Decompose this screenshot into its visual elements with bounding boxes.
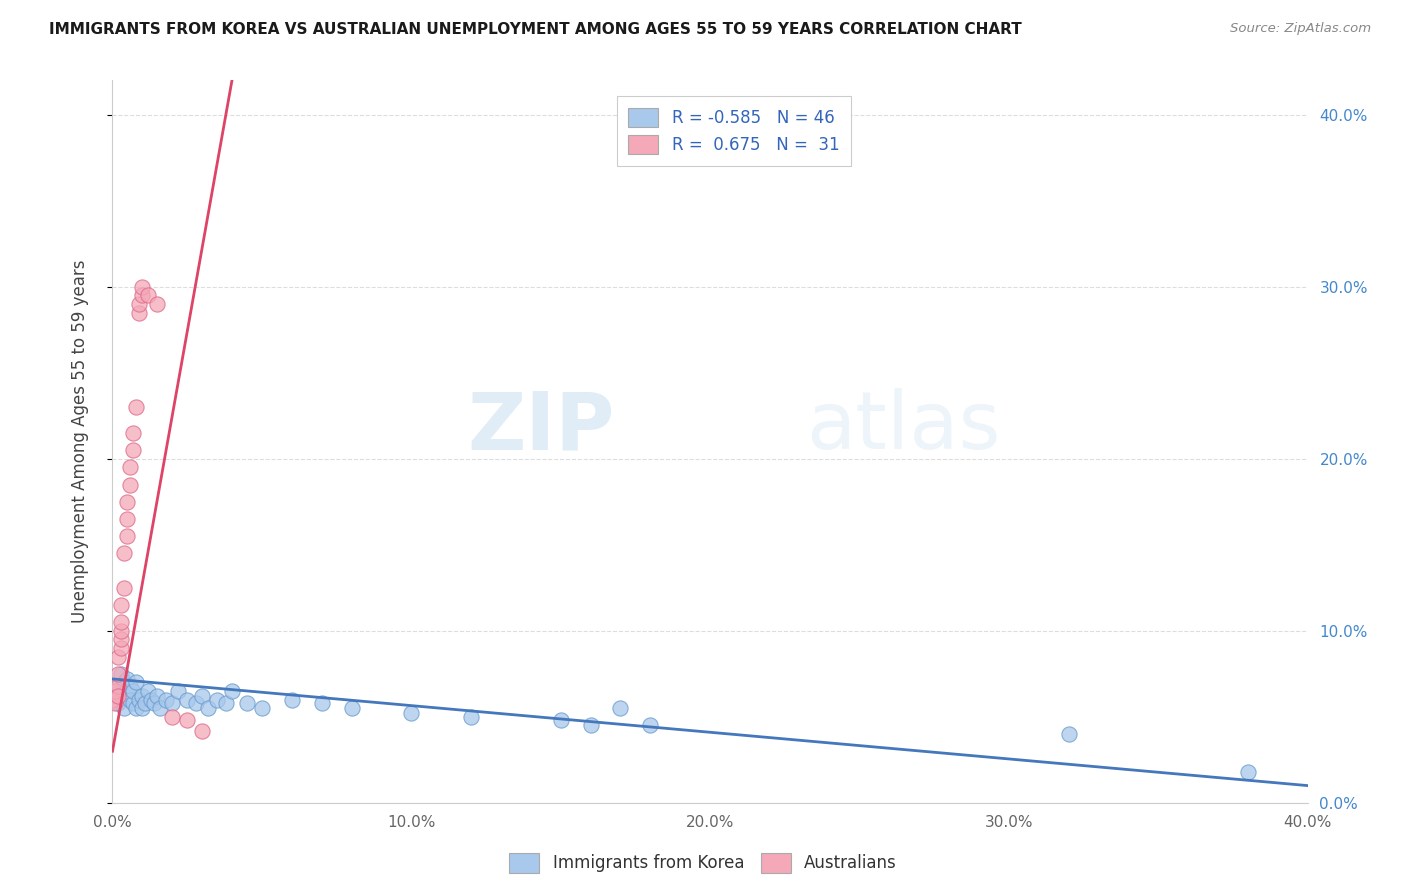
Point bbox=[128, 305, 150, 319]
Point bbox=[1057, 727, 1080, 741]
Point bbox=[460, 710, 482, 724]
Point bbox=[1237, 764, 1260, 779]
Point bbox=[128, 297, 150, 311]
Point bbox=[104, 696, 127, 710]
Point bbox=[281, 692, 304, 706]
Point bbox=[125, 701, 148, 715]
Point bbox=[131, 288, 153, 302]
Point bbox=[122, 443, 145, 458]
Point bbox=[609, 701, 631, 715]
Y-axis label: Unemployment Among Ages 55 to 59 years: Unemployment Among Ages 55 to 59 years bbox=[70, 260, 89, 624]
Point bbox=[579, 718, 602, 732]
Point bbox=[122, 425, 145, 440]
Point bbox=[122, 696, 145, 710]
Text: ZIP: ZIP bbox=[467, 388, 614, 467]
Point bbox=[176, 692, 198, 706]
Point bbox=[114, 675, 135, 690]
Point bbox=[311, 696, 333, 710]
Point bbox=[146, 689, 169, 703]
Point bbox=[191, 689, 214, 703]
Point bbox=[131, 279, 153, 293]
Point bbox=[120, 477, 142, 491]
Point bbox=[117, 494, 139, 508]
Legend: R = -0.585   N = 46, R =  0.675   N =  31: R = -0.585 N = 46, R = 0.675 N = 31 bbox=[617, 95, 851, 166]
Point bbox=[134, 696, 156, 710]
Point bbox=[250, 701, 273, 715]
Point bbox=[117, 672, 139, 686]
Point bbox=[107, 679, 129, 693]
Point bbox=[125, 400, 148, 414]
Point bbox=[215, 696, 238, 710]
Point bbox=[550, 713, 572, 727]
Point bbox=[117, 529, 139, 543]
Text: Source: ZipAtlas.com: Source: ZipAtlas.com bbox=[1230, 22, 1371, 36]
Point bbox=[110, 624, 132, 638]
Text: atlas: atlas bbox=[806, 388, 1000, 467]
Point bbox=[117, 684, 139, 698]
Point bbox=[107, 689, 129, 703]
Point bbox=[114, 581, 135, 595]
Point bbox=[114, 546, 135, 560]
Point bbox=[197, 701, 219, 715]
Point bbox=[101, 692, 124, 706]
Point bbox=[221, 684, 243, 698]
Point bbox=[162, 710, 183, 724]
Point bbox=[107, 649, 129, 664]
Point bbox=[120, 692, 142, 706]
Point bbox=[131, 701, 153, 715]
Point bbox=[162, 696, 183, 710]
Point bbox=[110, 615, 132, 630]
Point bbox=[131, 689, 153, 703]
Point bbox=[107, 666, 129, 681]
Point bbox=[205, 692, 228, 706]
Point bbox=[114, 701, 135, 715]
Point bbox=[401, 706, 423, 721]
Legend: Immigrants from Korea, Australians: Immigrants from Korea, Australians bbox=[502, 847, 904, 880]
Point bbox=[122, 684, 145, 698]
Point bbox=[117, 512, 139, 526]
Point bbox=[176, 713, 198, 727]
Point bbox=[141, 692, 163, 706]
Point bbox=[149, 701, 172, 715]
Point bbox=[236, 696, 259, 710]
Point bbox=[110, 632, 132, 647]
Point bbox=[128, 692, 150, 706]
Point bbox=[138, 684, 160, 698]
Point bbox=[104, 679, 127, 693]
Point bbox=[155, 692, 177, 706]
Point bbox=[640, 718, 662, 732]
Point bbox=[104, 684, 127, 698]
Point bbox=[167, 684, 190, 698]
Point bbox=[125, 675, 148, 690]
Point bbox=[138, 288, 160, 302]
Text: IMMIGRANTS FROM KOREA VS AUSTRALIAN UNEMPLOYMENT AMONG AGES 55 TO 59 YEARS CORRE: IMMIGRANTS FROM KOREA VS AUSTRALIAN UNEM… bbox=[49, 22, 1022, 37]
Point bbox=[186, 696, 208, 710]
Point bbox=[110, 598, 132, 612]
Point bbox=[143, 696, 166, 710]
Point bbox=[110, 666, 132, 681]
Point bbox=[146, 297, 169, 311]
Point bbox=[120, 679, 142, 693]
Point bbox=[340, 701, 363, 715]
Point bbox=[110, 689, 132, 703]
Point bbox=[191, 723, 214, 738]
Point bbox=[120, 460, 142, 475]
Point bbox=[110, 640, 132, 655]
Point bbox=[107, 696, 129, 710]
